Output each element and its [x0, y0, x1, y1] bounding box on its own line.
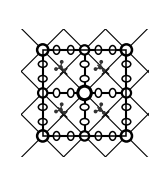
Ellipse shape [53, 132, 60, 140]
Circle shape [59, 108, 62, 111]
Circle shape [63, 112, 66, 114]
Circle shape [55, 68, 57, 70]
Ellipse shape [38, 75, 47, 82]
Ellipse shape [95, 89, 102, 97]
Ellipse shape [53, 46, 60, 54]
Circle shape [80, 45, 89, 55]
Ellipse shape [67, 46, 74, 54]
Ellipse shape [109, 46, 116, 54]
Circle shape [61, 61, 63, 63]
Ellipse shape [80, 61, 89, 67]
Ellipse shape [109, 132, 116, 140]
Ellipse shape [53, 89, 60, 97]
Circle shape [103, 69, 105, 72]
Circle shape [121, 44, 132, 56]
Circle shape [78, 86, 91, 100]
Ellipse shape [38, 61, 47, 67]
Ellipse shape [80, 104, 89, 110]
Ellipse shape [109, 89, 116, 97]
Circle shape [55, 110, 57, 113]
Ellipse shape [80, 75, 89, 82]
Ellipse shape [122, 118, 131, 125]
Circle shape [37, 130, 48, 141]
Ellipse shape [95, 132, 102, 140]
Ellipse shape [122, 104, 131, 110]
Ellipse shape [122, 61, 131, 67]
Circle shape [99, 66, 102, 69]
Circle shape [80, 131, 89, 141]
Circle shape [37, 44, 48, 56]
Ellipse shape [80, 118, 89, 125]
Circle shape [100, 103, 102, 105]
Ellipse shape [38, 118, 47, 125]
Circle shape [94, 110, 97, 113]
Circle shape [122, 88, 131, 98]
Circle shape [100, 61, 102, 63]
Circle shape [59, 66, 62, 69]
Ellipse shape [67, 89, 74, 97]
Circle shape [38, 88, 47, 98]
Circle shape [63, 69, 66, 72]
Ellipse shape [38, 104, 47, 110]
Circle shape [121, 130, 132, 141]
Circle shape [103, 112, 105, 114]
Circle shape [94, 68, 97, 70]
Ellipse shape [67, 132, 74, 140]
Ellipse shape [122, 75, 131, 82]
Ellipse shape [95, 46, 102, 54]
Circle shape [99, 108, 102, 111]
Circle shape [61, 103, 63, 105]
